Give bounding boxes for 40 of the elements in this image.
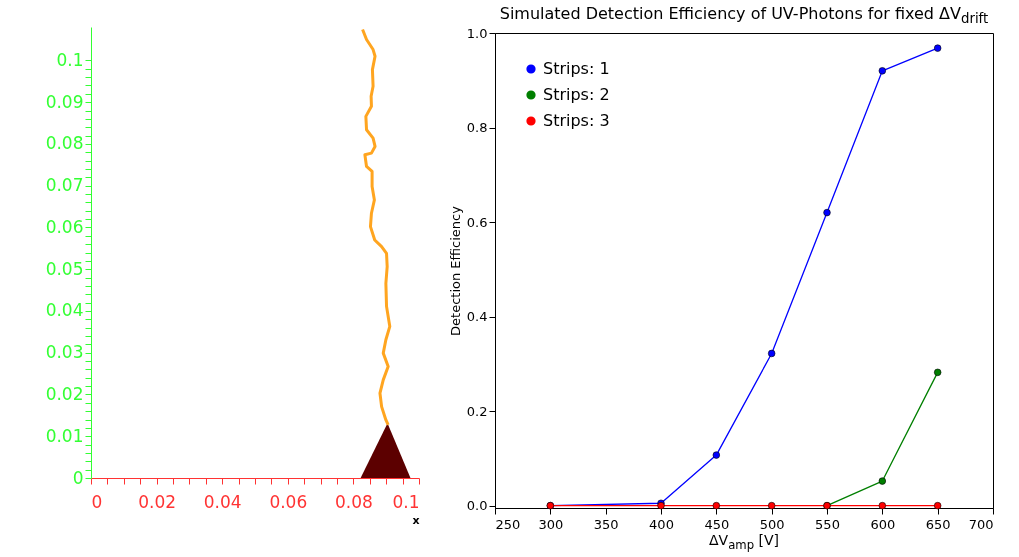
y-tick-label: 0.03 — [45, 342, 84, 363]
chart-title: Simulated Detection Efficiency of UV-Photons for fixed ΔV$_{drift}$ — [499, 4, 989, 27]
x-tick-label: 650 — [925, 516, 951, 532]
x-tick-label: 450 — [704, 516, 730, 532]
y-tick-label: 0.2 — [466, 403, 488, 419]
y-tick-label: 0.4 — [466, 309, 488, 325]
y-axis-title: Detection Efficiency — [447, 205, 463, 336]
x-tick-label: 0.06 — [269, 491, 308, 512]
y-tick-label: 0.1 — [56, 49, 84, 70]
x-tick-label: 0.08 — [334, 491, 373, 512]
x-tick-label: 0.04 — [203, 491, 242, 512]
y-tick-label: 0.0 — [466, 498, 488, 514]
x-tick-label: 400 — [649, 516, 674, 532]
x-tick-label: 600 — [870, 516, 896, 532]
y-tick-label: 0.6 — [466, 214, 488, 230]
x-tick-label: 0 — [91, 491, 103, 512]
x-tick-label: 250 — [495, 516, 521, 532]
y-tick-label: 0.06 — [45, 216, 84, 237]
y-tick-label: 0.01 — [45, 425, 84, 446]
y-tick-label: 0 — [72, 467, 84, 488]
x-tick-label: 300 — [538, 516, 564, 532]
legend-label: Strips: 1 — [543, 59, 610, 78]
x-tick-label: 0.1 — [392, 491, 420, 512]
x-tick-label: 0.02 — [138, 491, 177, 512]
legend-label: Strips: 2 — [543, 85, 610, 104]
y-tick-label: 0.02 — [45, 383, 84, 404]
y-tick-label: 0.8 — [466, 120, 488, 136]
y-tick-label: 1.0 — [466, 25, 488, 41]
x-tick-label: 550 — [815, 516, 840, 532]
x-axis-title: x — [412, 513, 420, 527]
y-tick-label: 0.09 — [45, 91, 84, 112]
legend-label: Strips: 3 — [543, 111, 610, 130]
x-axis-title: ΔV$_{amp}$ [V] — [708, 532, 780, 552]
x-tick-label: 500 — [759, 516, 785, 532]
x-tick-label: 700 — [968, 516, 994, 532]
y-tick-label: 0.07 — [45, 175, 84, 196]
x-tick-label: 350 — [593, 516, 619, 532]
y-tick-label: 0.05 — [45, 258, 84, 279]
y-tick-label: 0.04 — [45, 300, 84, 321]
y-tick-label: 0.08 — [45, 133, 84, 154]
